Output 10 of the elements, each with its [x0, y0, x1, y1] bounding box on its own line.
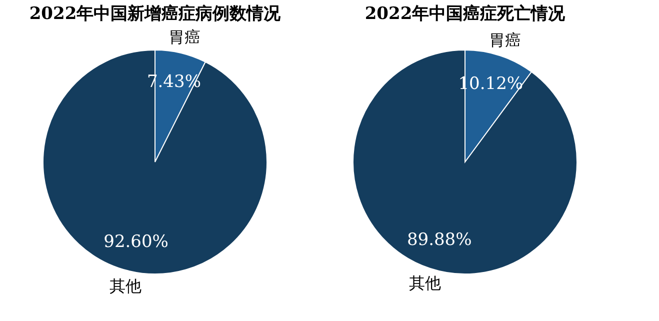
pie-slice [42, 50, 268, 274]
data-label: 89.88% [406, 230, 472, 250]
pie-slice [352, 50, 578, 274]
slice-label: 其他 [408, 274, 441, 293]
data-label: 92.60% [104, 232, 168, 252]
slice-label: 其他 [109, 276, 142, 296]
chart-title: 2022年中国癌症死亡情况 [364, 4, 566, 24]
slice-label: 胃癌 [168, 27, 201, 46]
slice-label: 胃癌 [489, 30, 522, 50]
chart-title: 2022年中国新增癌症病例数情况 [29, 4, 282, 24]
